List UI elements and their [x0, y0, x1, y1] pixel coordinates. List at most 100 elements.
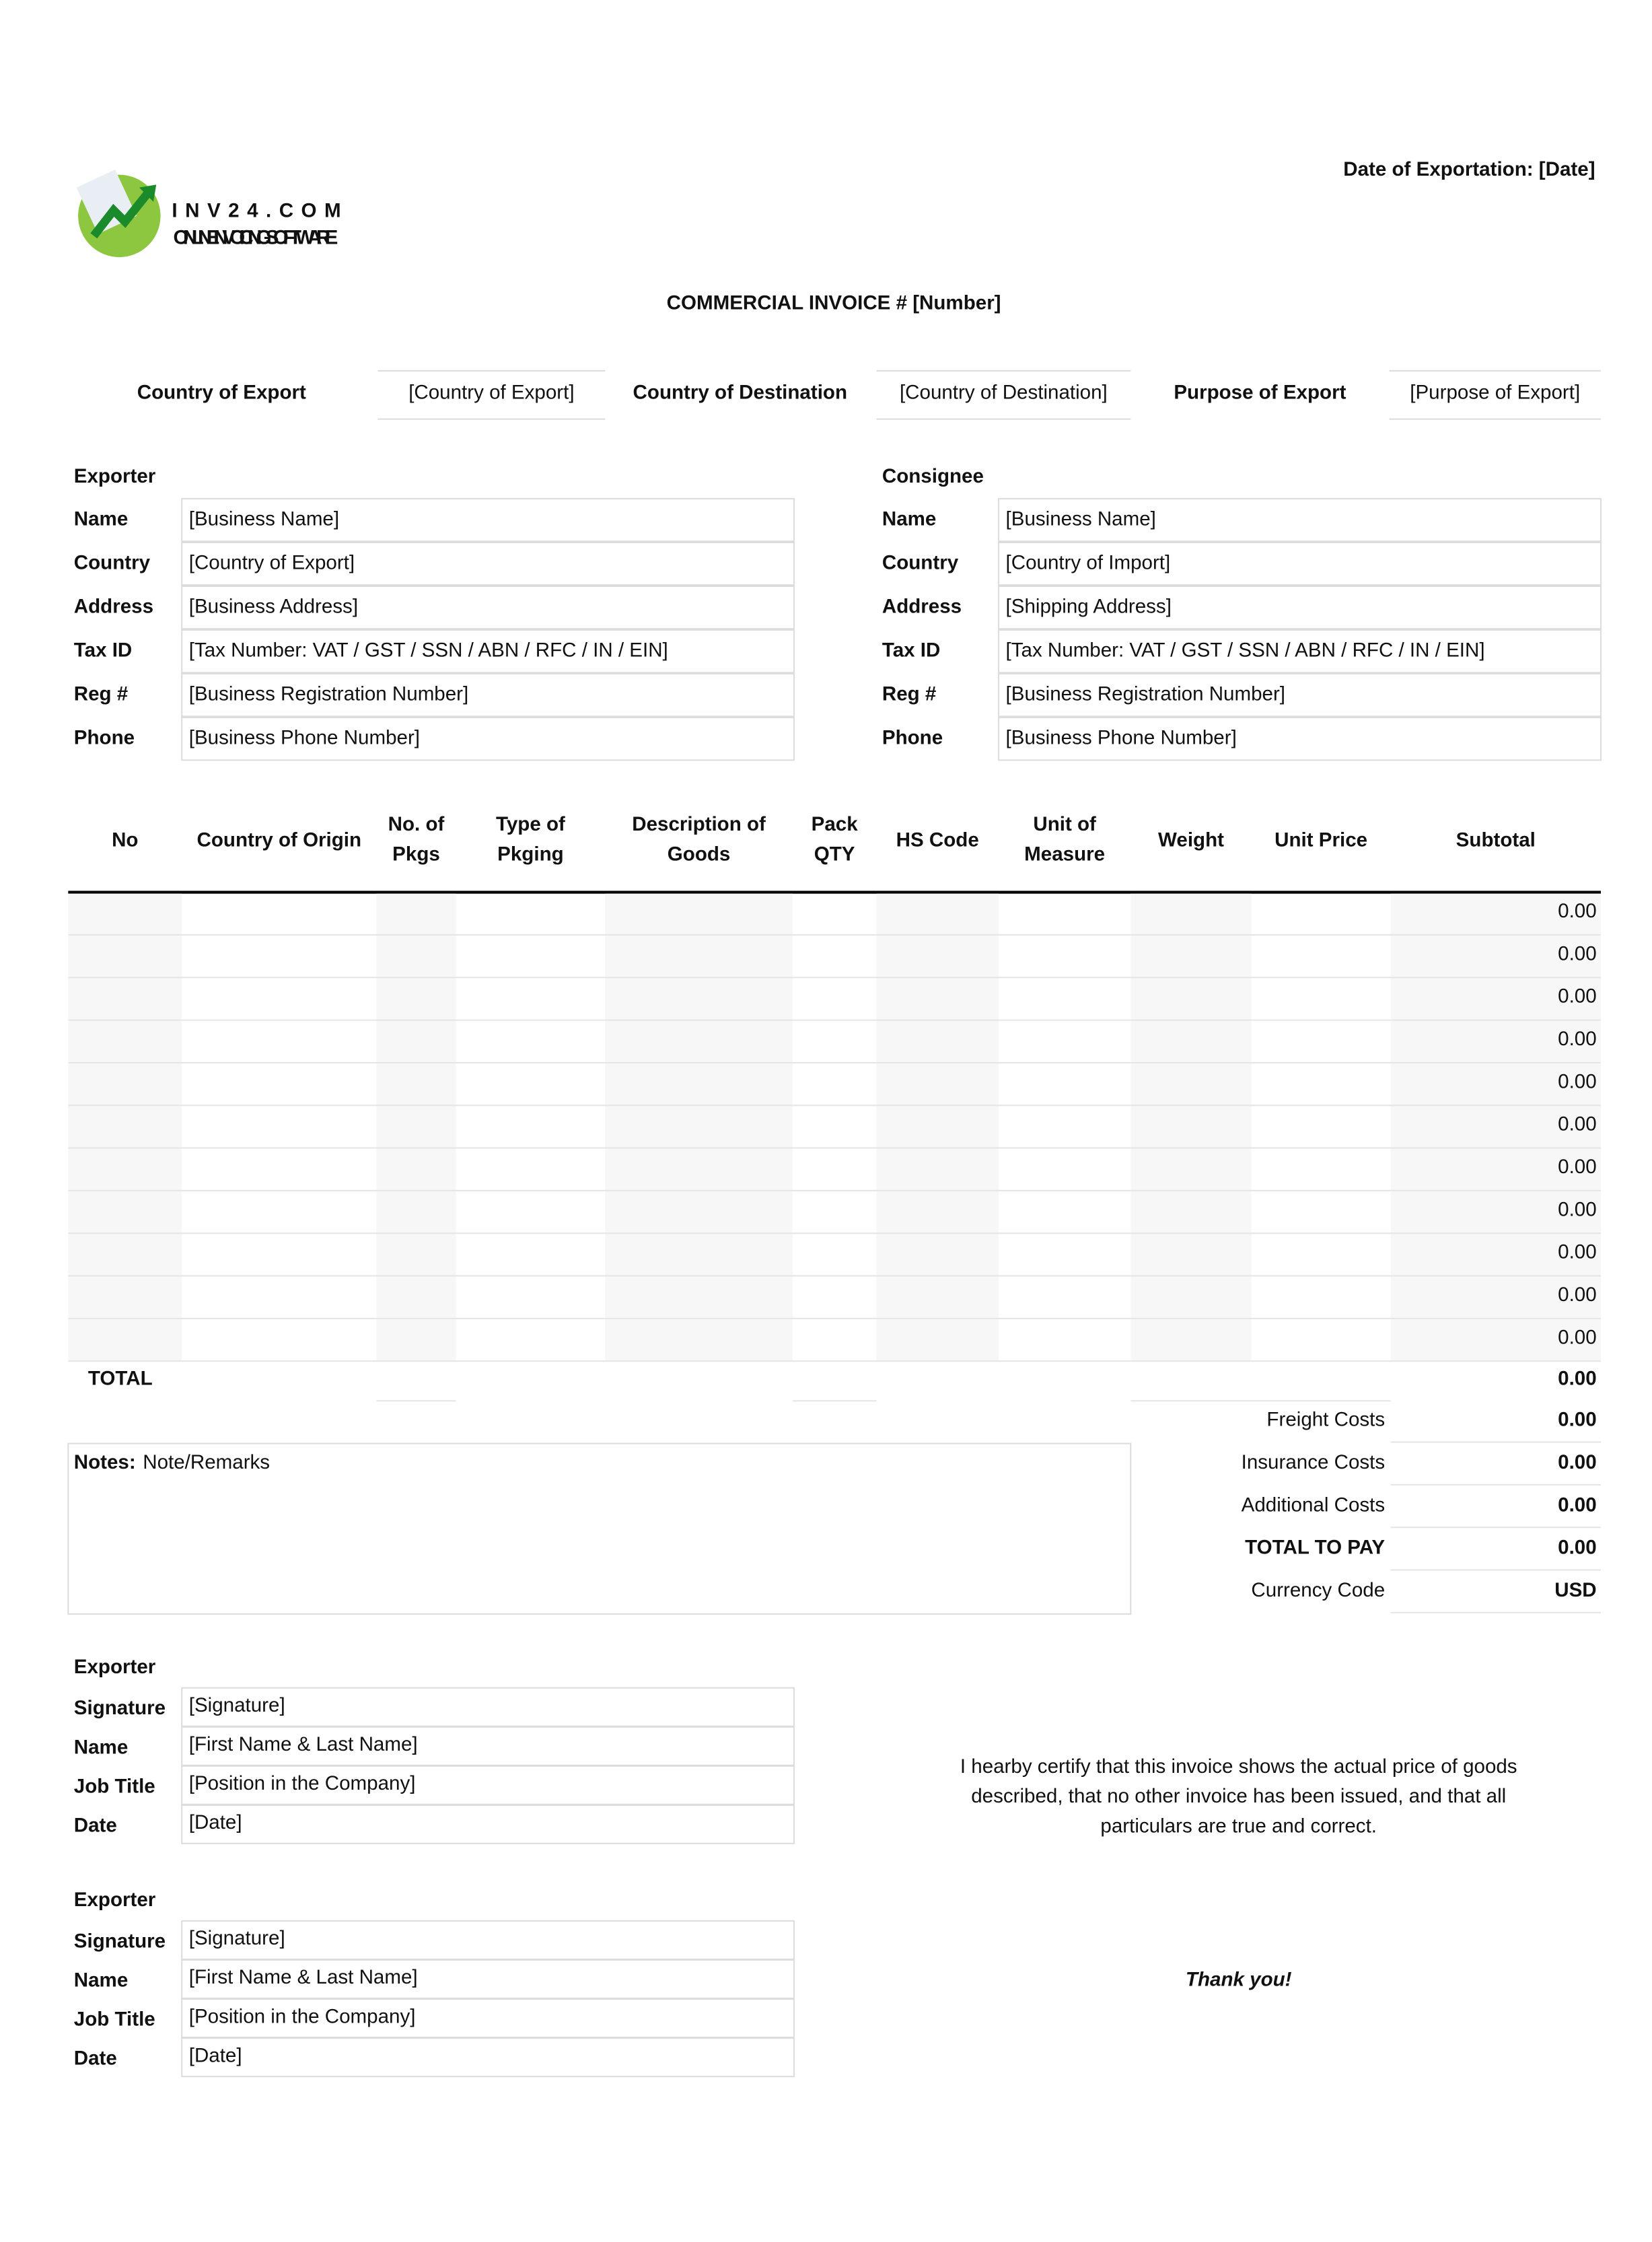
party-value: [Country of Import]	[1006, 551, 1171, 573]
row-subtotal: 0.00	[1558, 1241, 1597, 1263]
field-box	[997, 672, 1602, 717]
party-value: [Business Address]	[189, 595, 358, 617]
cost-value: USD	[1554, 1579, 1596, 1601]
cost-label: Freight Costs	[1266, 1409, 1385, 1431]
field-box	[181, 497, 795, 542]
signature-value: [First Name & Last Name]	[189, 1966, 418, 1988]
certification-line: described, that no other invoice has bee…	[971, 1785, 1506, 1807]
party-value: [Business Registration Number]	[1006, 682, 1285, 705]
export-label: Purpose of Export	[1174, 382, 1346, 404]
party-value: [Business Phone Number]	[189, 726, 420, 748]
signature-label: Name	[74, 1969, 128, 1991]
signature-label: Date	[74, 2047, 117, 2070]
column-shade	[605, 893, 793, 1362]
logo-name: INV24.COM	[172, 199, 340, 221]
signature-value: [Position in the Company]	[189, 1772, 416, 1794]
cost-label: TOTAL TO PAY	[1245, 1537, 1385, 1559]
signature-label: Signature	[74, 1930, 166, 1952]
column-shade	[1130, 893, 1252, 1362]
party-heading: Consignee	[882, 465, 984, 487]
notes-box	[67, 1442, 1132, 1615]
column-header: Country of Origin	[197, 829, 362, 851]
cost-label: Additional Costs	[1242, 1494, 1386, 1516]
signature-heading: Exporter	[74, 1656, 156, 1678]
field-box	[997, 585, 1602, 630]
column-shade	[376, 893, 456, 1362]
party-value: [Business Name]	[1006, 507, 1156, 530]
column-header: Pkgs	[392, 843, 440, 866]
field-box	[181, 1804, 795, 1844]
column-shade	[876, 893, 999, 1362]
party-value: [Business Phone Number]	[1006, 726, 1237, 748]
party-label: Country	[882, 551, 959, 573]
field-box	[181, 541, 795, 586]
certification-line: I hearby certify that this invoice shows…	[960, 1755, 1517, 1778]
column-header: Description of	[632, 813, 766, 835]
field-box	[181, 585, 795, 630]
column-header: QTY	[814, 843, 855, 866]
signature-value: [Signature]	[189, 1694, 285, 1716]
party-label: Reg #	[882, 682, 936, 705]
column-header: Weight	[1158, 829, 1224, 851]
cost-label: Currency Code	[1251, 1579, 1385, 1601]
row-subtotal: 0.00	[1558, 1156, 1597, 1178]
date-label: Date of Exportation: [Date]	[1343, 158, 1595, 180]
column-header: Type of	[496, 813, 565, 835]
party-label: Tax ID	[882, 639, 940, 661]
party-heading: Exporter	[74, 465, 156, 487]
logo-icon	[76, 169, 161, 258]
party-value: [Country of Export]	[189, 551, 355, 573]
signature-value: [Date]	[189, 2044, 242, 2066]
column-header: No. of	[388, 813, 445, 835]
signature-value: [First Name & Last Name]	[189, 1733, 418, 1755]
signature-label: Signature	[74, 1697, 166, 1719]
export-value: [Country of Export]	[408, 382, 574, 404]
field-box	[997, 716, 1602, 761]
signature-value: [Date]	[189, 1811, 242, 1833]
party-label: Reg #	[74, 682, 128, 705]
signature-value: [Signature]	[189, 1927, 285, 1949]
column-header: Goods	[668, 843, 731, 866]
party-label: Tax ID	[74, 639, 132, 661]
signature-label: Job Title	[74, 2008, 155, 2031]
party-value: [Shipping Address]	[1006, 595, 1172, 617]
cost-label: Insurance Costs	[1242, 1451, 1386, 1473]
column-header: Subtotal	[1456, 829, 1536, 851]
party-label: Name	[882, 507, 936, 530]
cost-value: 0.00	[1558, 1451, 1597, 1473]
signature-heading: Exporter	[74, 1889, 156, 1911]
field-box	[997, 629, 1602, 674]
column-shade	[68, 893, 182, 1362]
signature-label: Job Title	[74, 1775, 155, 1797]
thank-you: Thank you!	[1186, 1968, 1292, 1990]
certification-line: particulars are true and correct.	[1100, 1815, 1377, 1837]
party-value: [Business Name]	[189, 507, 339, 530]
notes-label: Notes:	[74, 1451, 136, 1473]
logo-tagline: ONLINE INVOICING SOFTWARE	[174, 226, 338, 248]
party-label: Name	[74, 507, 128, 530]
field-box	[181, 629, 795, 674]
export-label: Country of Export	[137, 382, 306, 404]
field-box	[997, 541, 1602, 586]
row-subtotal: 0.00	[1558, 1028, 1597, 1050]
row-subtotal: 0.00	[1558, 1284, 1597, 1306]
row-subtotal: 0.00	[1558, 942, 1597, 965]
column-shade	[1390, 893, 1601, 1362]
export-label: Country of Destination	[633, 382, 847, 404]
party-label: Phone	[74, 726, 135, 748]
row-subtotal: 0.00	[1558, 985, 1597, 1008]
column-header: Pkging	[497, 843, 564, 866]
export-value: [Country of Destination]	[900, 382, 1108, 404]
total-value: 0.00	[1558, 1367, 1597, 1389]
invoice-title: COMMERCIAL INVOICE # [Number]	[667, 292, 1001, 314]
party-label: Phone	[882, 726, 943, 748]
party-label: Country	[74, 551, 151, 573]
cost-value: 0.00	[1558, 1494, 1597, 1516]
signature-label: Date	[74, 1814, 117, 1836]
row-subtotal: 0.00	[1558, 1326, 1597, 1348]
column-header: Pack	[812, 813, 859, 835]
cost-value: 0.00	[1558, 1409, 1597, 1431]
field-box	[181, 672, 795, 717]
